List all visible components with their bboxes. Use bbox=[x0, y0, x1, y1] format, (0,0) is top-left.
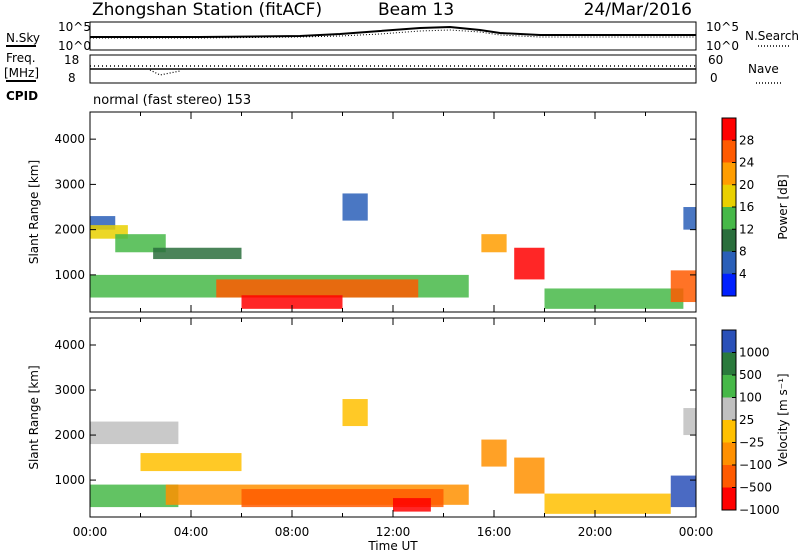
data-cell-velocity-0 bbox=[90, 421, 179, 445]
velocity-colorbar-segment-6 bbox=[722, 465, 736, 488]
velocity-colorbar-title: Velocity [m s⁻¹] bbox=[776, 373, 790, 466]
power-colorbar-segment-4 bbox=[722, 207, 736, 230]
power-colorbar-segment-1 bbox=[722, 140, 736, 163]
velocity-ylabel: Slant Range [km] bbox=[27, 365, 41, 469]
data-cell-power-9 bbox=[514, 247, 545, 280]
frequency-panel: Freq. [MHz] 18 8 60 0 Nave bbox=[4, 51, 782, 85]
data-cell-velocity-11 bbox=[683, 408, 696, 436]
velocity-colorbar-segment-3 bbox=[722, 397, 736, 421]
station-title: Zhongshan Station (fitACF) bbox=[92, 0, 323, 20]
power-colorbar-segment-6 bbox=[722, 251, 736, 275]
freq-label-2: [MHz] bbox=[4, 66, 39, 80]
freq-label-1: Freq. bbox=[6, 51, 36, 65]
freq-tick-bottom: 8 bbox=[68, 71, 76, 85]
time-tick-label-5: 20:00 bbox=[578, 525, 613, 539]
power-colorbar-title: Power [dB] bbox=[776, 174, 790, 239]
nave-dip bbox=[149, 69, 181, 76]
power-ytick-label-0: 4000 bbox=[54, 132, 85, 146]
velocity-colorbar-segment-7 bbox=[722, 487, 736, 511]
data-cell-power-6 bbox=[241, 295, 343, 309]
velocity-colorbar-segment-1 bbox=[722, 352, 736, 376]
data-cell-power-5 bbox=[216, 279, 419, 298]
data-cell-power-12 bbox=[683, 207, 696, 230]
data-cell-power-8 bbox=[481, 234, 507, 253]
velocity-colorbar-segment-4 bbox=[722, 420, 736, 443]
velocity-ytick-label-1: 3000 bbox=[54, 383, 85, 397]
noise-search-trace bbox=[90, 29, 696, 39]
velocity-colorbar-label-7: −1000 bbox=[739, 503, 780, 517]
noise-tick-top-left: 10^5 bbox=[58, 20, 91, 34]
power-colorbar-label-6: 4 bbox=[739, 267, 747, 281]
time-tick-label-0: 00:00 bbox=[73, 525, 108, 539]
power-colorbar-label-5: 8 bbox=[739, 245, 747, 259]
velocity-colorbar-label-0: 1000 bbox=[739, 346, 770, 360]
velocity-ytick-label-0: 4000 bbox=[54, 338, 85, 352]
power-colorbar-segment-2 bbox=[722, 162, 736, 186]
power-colorbar-segment-0 bbox=[722, 118, 736, 141]
data-cell-velocity-7 bbox=[481, 439, 507, 467]
data-cell-velocity-1 bbox=[90, 484, 179, 508]
data-cell-velocity-8 bbox=[514, 457, 545, 494]
noise-tick-bottom-left: 10^0 bbox=[58, 39, 91, 53]
cpid-label: CPID bbox=[6, 89, 39, 103]
noise-sky-label: N.Sky bbox=[6, 31, 40, 45]
data-cell-velocity-2 bbox=[140, 453, 242, 472]
time-tick-label-2: 08:00 bbox=[275, 525, 310, 539]
velocity-colorbar-label-2: 100 bbox=[739, 391, 762, 405]
power-colorbar-label-4: 12 bbox=[739, 222, 754, 236]
cpid-text: normal (fast stereo) 153 bbox=[93, 93, 252, 108]
power-ytick-label-1: 3000 bbox=[54, 177, 85, 191]
velocity-panel: 4000 3000 2000 1000 Slant Range [km] 1000 500 1… bbox=[27, 317, 790, 553]
beam-label: Beam 13 bbox=[378, 0, 455, 20]
power-ylabel: Slant Range [km] bbox=[27, 160, 41, 264]
velocity-colorbar-segment-2 bbox=[722, 375, 736, 398]
velocity-colorbar-label-5: −100 bbox=[739, 458, 772, 472]
time-tick-label-3: 12:00 bbox=[376, 525, 411, 539]
velocity-colorbar-segment-0 bbox=[722, 330, 736, 353]
time-tick-label-4: 16:00 bbox=[477, 525, 512, 539]
velocity-colorbar-label-4: −25 bbox=[739, 436, 764, 450]
data-cell-power-10 bbox=[544, 288, 684, 309]
data-cell-velocity-6 bbox=[393, 498, 431, 512]
power-colorbar-label-3: 16 bbox=[739, 200, 754, 214]
noise-sky-trace bbox=[90, 25, 696, 38]
data-cell-power-3 bbox=[153, 247, 242, 260]
velocity-colorbar-label-3: 25 bbox=[739, 413, 754, 427]
data-cell-power-7 bbox=[342, 193, 368, 221]
velocity-colorbar-label-6: −500 bbox=[739, 481, 772, 495]
data-cell-velocity-9 bbox=[544, 493, 671, 514]
time-tick-label-6: 00:00 bbox=[679, 525, 714, 539]
date-label: 24/Mar/2016 bbox=[583, 0, 692, 20]
time-axis-label: Time UT bbox=[367, 539, 418, 553]
freq-tick-top: 18 bbox=[64, 53, 79, 67]
noise-tick-top-right: 10^5 bbox=[706, 20, 739, 34]
power-colorbar-label-0: 28 bbox=[739, 133, 754, 147]
power-colorbar-segment-7 bbox=[722, 273, 736, 297]
velocity-colorbar-segment-5 bbox=[722, 442, 736, 466]
velocity-colorbar-label-1: 500 bbox=[739, 368, 762, 382]
velocity-ytick-label-2: 2000 bbox=[54, 428, 85, 442]
data-cell-velocity-5 bbox=[342, 399, 368, 427]
data-cell-velocity-10 bbox=[670, 475, 696, 508]
power-panel: 4000 3000 2000 1000 Slant Range [km] 28 24 20 16… bbox=[27, 111, 790, 313]
noise-search-label: N.Search bbox=[745, 29, 799, 43]
data-cell-power-11 bbox=[670, 270, 696, 303]
power-colorbar-segment-5 bbox=[722, 229, 736, 252]
power-ytick-label-2: 2000 bbox=[54, 223, 85, 237]
noise-panel: 10^5 10^0 10^5 10^0 N.Sky N.Search bbox=[6, 20, 799, 53]
power-colorbar-segment-3 bbox=[722, 184, 736, 208]
time-tick-label-1: 04:00 bbox=[174, 525, 209, 539]
nave-label: Nave bbox=[748, 62, 779, 76]
power-ytick-label-3: 1000 bbox=[54, 268, 85, 282]
power-colorbar-label-2: 20 bbox=[739, 178, 754, 192]
nave-tick-bottom: 0 bbox=[710, 71, 718, 85]
noise-tick-bottom-right: 10^0 bbox=[706, 39, 739, 53]
power-colorbar-label-1: 24 bbox=[739, 156, 754, 170]
velocity-ytick-label-3: 1000 bbox=[54, 473, 85, 487]
nave-tick-top: 60 bbox=[708, 53, 723, 67]
